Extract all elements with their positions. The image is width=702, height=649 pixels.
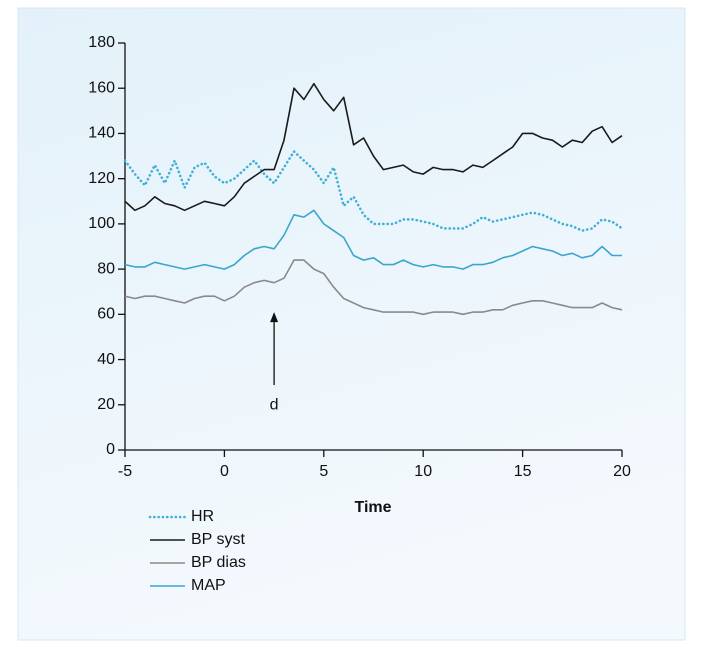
- legend-label: MAP: [191, 577, 226, 594]
- legend-label: HR: [191, 508, 214, 525]
- series-line: [123, 149, 624, 233]
- legend-label: BP dias: [191, 554, 246, 571]
- y-tick-label: 100: [88, 215, 115, 232]
- series-line: [124, 259, 623, 316]
- x-tick-label: 5: [319, 463, 328, 480]
- y-tick-label: 80: [97, 260, 115, 277]
- annotation-label: d: [270, 396, 279, 413]
- x-tick-label: 20: [613, 463, 631, 480]
- x-tick-label: 0: [220, 463, 229, 480]
- x-tick-label: 10: [414, 463, 432, 480]
- x-tick-label: 15: [514, 463, 532, 480]
- x-axis-label: Time: [354, 499, 391, 516]
- annotation-arrowhead: [270, 312, 279, 323]
- y-tick-label: 160: [88, 79, 115, 96]
- panel: [17, 7, 686, 641]
- x-tick-label: -5: [118, 463, 132, 480]
- y-tick-label: 120: [88, 170, 115, 187]
- y-tick-label: 40: [97, 351, 115, 368]
- series-line: [124, 82, 623, 212]
- y-tick-label: 180: [88, 34, 115, 51]
- y-tick-label: 140: [88, 125, 115, 142]
- y-tick-label: 0: [106, 441, 115, 458]
- y-tick-label: 20: [97, 396, 115, 413]
- y-tick-label: 60: [97, 306, 115, 323]
- legend-label: BP syst: [191, 531, 246, 548]
- series-line: [124, 209, 622, 270]
